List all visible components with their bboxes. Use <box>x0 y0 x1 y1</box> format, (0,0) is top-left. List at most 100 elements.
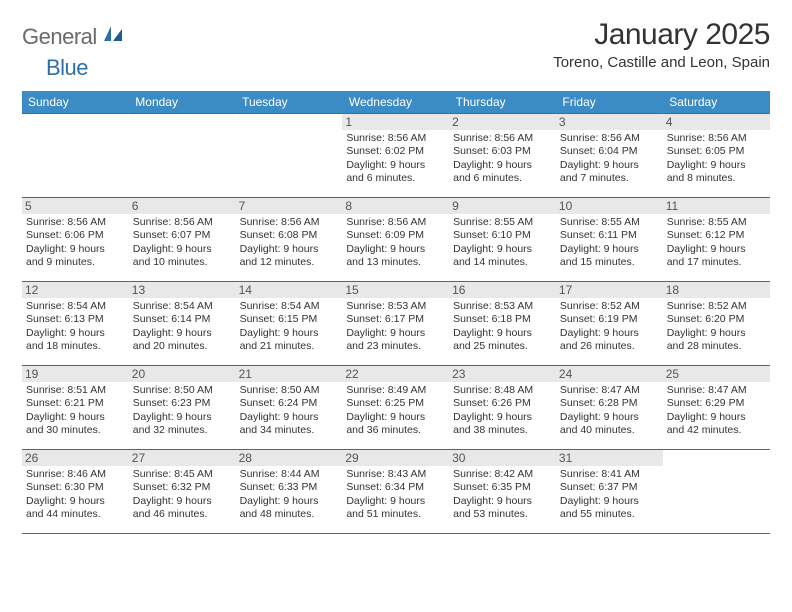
daylight-text: Daylight: 9 hours and 21 minutes. <box>240 327 339 354</box>
week-row: 12 Sunrise: 8:54 AMSunset: 6:13 PMDayligh… <box>22 282 770 366</box>
day-number: 17 <box>556 282 663 298</box>
day-details: Sunrise: 8:56 AMSunset: 6:02 PMDaylight:… <box>346 132 445 186</box>
day-number: 18 <box>663 282 770 298</box>
week-row: 5 Sunrise: 8:56 AMSunset: 6:06 PMDaylight… <box>22 198 770 282</box>
sunset-text: Sunset: 6:21 PM <box>26 397 125 410</box>
day-cell: 22Sunrise: 8:49 AMSunset: 6:25 PMDayligh… <box>342 366 449 450</box>
daylight-text: Daylight: 9 hours and 42 minutes. <box>667 411 766 438</box>
day-number: 13 <box>129 282 236 298</box>
day-cell: 8Sunrise: 8:56 AMSunset: 6:09 PMDaylight… <box>342 198 449 282</box>
day-number: 12 <box>22 282 129 298</box>
day-details: Sunrise: 8:56 AMSunset: 6:06 PMDaylight:… <box>26 216 125 270</box>
month-title: January 2025 <box>553 18 770 52</box>
day-details: Sunrise: 8:52 AMSunset: 6:20 PMDaylight:… <box>667 300 766 354</box>
daylight-text: Daylight: 9 hours and 30 minutes. <box>26 411 125 438</box>
logo-sail-icon <box>102 23 124 48</box>
day-cell: 17 Sunrise: 8:52 AMSunset: 6:19 PMDayligh… <box>556 282 663 366</box>
day-cell: 4Sunrise: 8:56 AMSunset: 6:05 PMDaylight… <box>663 114 770 198</box>
day-details: Sunrise: 8:51 AMSunset: 6:21 PMDaylight:… <box>26 384 125 438</box>
sunset-text: Sunset: 6:12 PM <box>667 229 766 242</box>
day-number: 22 <box>342 366 449 382</box>
sunset-text: Sunset: 6:07 PM <box>133 229 232 242</box>
sunset-text: Sunset: 6:26 PM <box>453 397 552 410</box>
daylight-text: Daylight: 9 hours and 38 minutes. <box>453 411 552 438</box>
sunrise-text: Sunrise: 8:55 AM <box>667 216 766 229</box>
sunrise-text: Sunrise: 8:46 AM <box>26 468 125 481</box>
day-details: Sunrise: 8:42 AMSunset: 6:35 PMDaylight:… <box>453 468 552 522</box>
sunrise-text: Sunrise: 8:53 AM <box>453 300 552 313</box>
sunrise-text: Sunrise: 8:54 AM <box>240 300 339 313</box>
day-number: 11 <box>663 198 770 214</box>
sunset-text: Sunset: 6:35 PM <box>453 481 552 494</box>
sunset-text: Sunset: 6:10 PM <box>453 229 552 242</box>
day-number: 10 <box>556 198 663 214</box>
day-details: Sunrise: 8:53 AMSunset: 6:17 PMDaylight:… <box>346 300 445 354</box>
sunset-text: Sunset: 6:03 PM <box>453 145 552 158</box>
day-number: 9 <box>449 198 556 214</box>
sunset-text: Sunset: 6:30 PM <box>26 481 125 494</box>
day-number: 6 <box>129 198 236 214</box>
sunset-text: Sunset: 6:19 PM <box>560 313 659 326</box>
day-cell: 27Sunrise: 8:45 AMSunset: 6:32 PMDayligh… <box>129 450 236 534</box>
sunset-text: Sunset: 6:15 PM <box>240 313 339 326</box>
day-number: 28 <box>236 450 343 466</box>
day-details: Sunrise: 8:52 AMSunset: 6:19 PMDaylight:… <box>560 300 659 354</box>
day-cell: 9 Sunrise: 8:55 AMSunset: 6:10 PMDaylight… <box>449 198 556 282</box>
day-number: 24 <box>556 366 663 382</box>
location-text: Toreno, Castille and Leon, Spain <box>553 54 770 71</box>
day-cell: 1Sunrise: 8:56 AMSunset: 6:02 PMDaylight… <box>342 114 449 198</box>
sunrise-text: Sunrise: 8:56 AM <box>667 132 766 145</box>
day-cell <box>663 450 770 534</box>
sunrise-text: Sunrise: 8:56 AM <box>133 216 232 229</box>
day-number: 5 <box>22 198 129 214</box>
sunrise-text: Sunrise: 8:54 AM <box>26 300 125 313</box>
day-number: 29 <box>342 450 449 466</box>
day-details: Sunrise: 8:45 AMSunset: 6:32 PMDaylight:… <box>133 468 232 522</box>
sunrise-text: Sunrise: 8:56 AM <box>240 216 339 229</box>
sunset-text: Sunset: 6:20 PM <box>667 313 766 326</box>
day-number: 21 <box>236 366 343 382</box>
sunrise-text: Sunrise: 8:56 AM <box>346 216 445 229</box>
day-number: 30 <box>449 450 556 466</box>
day-cell: 21 Sunrise: 8:50 AMSunset: 6:24 PMDayligh… <box>236 366 343 450</box>
day-header: Monday <box>129 91 236 114</box>
day-header: Tuesday <box>236 91 343 114</box>
day-cell: 18 Sunrise: 8:52 AMSunset: 6:20 PMDayligh… <box>663 282 770 366</box>
day-cell: 7Sunrise: 8:56 AMSunset: 6:08 PMDaylight… <box>236 198 343 282</box>
daylight-text: Daylight: 9 hours and 36 minutes. <box>346 411 445 438</box>
day-details: Sunrise: 8:56 AMSunset: 6:03 PMDaylight:… <box>453 132 552 186</box>
daylight-text: Daylight: 9 hours and 23 minutes. <box>346 327 445 354</box>
sunset-text: Sunset: 6:37 PM <box>560 481 659 494</box>
sunset-text: Sunset: 6:25 PM <box>346 397 445 410</box>
day-cell: 10Sunrise: 8:55 AMSunset: 6:11 PMDayligh… <box>556 198 663 282</box>
day-details: Sunrise: 8:54 AMSunset: 6:13 PMDaylight:… <box>26 300 125 354</box>
sunset-text: Sunset: 6:34 PM <box>346 481 445 494</box>
sunrise-text: Sunrise: 8:47 AM <box>667 384 766 397</box>
day-cell: 5 Sunrise: 8:56 AMSunset: 6:06 PMDaylight… <box>22 198 129 282</box>
day-number: 3 <box>556 114 663 130</box>
day-details: Sunrise: 8:41 AMSunset: 6:37 PMDaylight:… <box>560 468 659 522</box>
sunset-text: Sunset: 6:02 PM <box>346 145 445 158</box>
day-cell: 24Sunrise: 8:47 AMSunset: 6:28 PMDayligh… <box>556 366 663 450</box>
week-row: 1Sunrise: 8:56 AMSunset: 6:02 PMDaylight… <box>22 114 770 198</box>
day-details: Sunrise: 8:50 AMSunset: 6:24 PMDaylight:… <box>240 384 339 438</box>
logo-text-blue: Blue <box>46 55 88 80</box>
sunrise-text: Sunrise: 8:56 AM <box>346 132 445 145</box>
day-cell: 20Sunrise: 8:50 AMSunset: 6:23 PMDayligh… <box>129 366 236 450</box>
daylight-text: Daylight: 9 hours and 46 minutes. <box>133 495 232 522</box>
day-header: Friday <box>556 91 663 114</box>
calendar-table: SundayMondayTuesdayWednesdayThursdayFrid… <box>22 91 770 534</box>
sunrise-text: Sunrise: 8:44 AM <box>240 468 339 481</box>
day-cell: 15 Sunrise: 8:53 AMSunset: 6:17 PMDayligh… <box>342 282 449 366</box>
day-details: Sunrise: 8:56 AMSunset: 6:07 PMDaylight:… <box>133 216 232 270</box>
daylight-text: Daylight: 9 hours and 17 minutes. <box>667 243 766 270</box>
sunset-text: Sunset: 6:24 PM <box>240 397 339 410</box>
sunrise-text: Sunrise: 8:41 AM <box>560 468 659 481</box>
sunset-text: Sunset: 6:32 PM <box>133 481 232 494</box>
sunrise-text: Sunrise: 8:53 AM <box>346 300 445 313</box>
day-number: 15 <box>342 282 449 298</box>
daylight-text: Daylight: 9 hours and 10 minutes. <box>133 243 232 270</box>
day-details: Sunrise: 8:55 AMSunset: 6:10 PMDaylight:… <box>453 216 552 270</box>
day-cell: 6 Sunrise: 8:56 AMSunset: 6:07 PMDaylight… <box>129 198 236 282</box>
sunset-text: Sunset: 6:17 PM <box>346 313 445 326</box>
